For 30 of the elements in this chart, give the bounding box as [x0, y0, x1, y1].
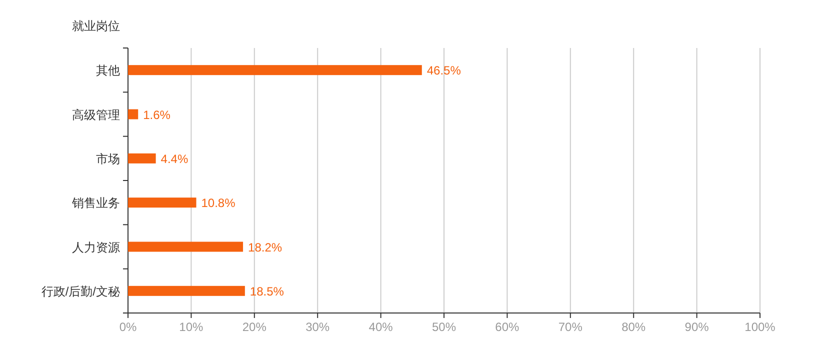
x-tick-label: 40%: [368, 320, 394, 334]
x-tick-label: 0%: [119, 320, 137, 334]
data-label: 1.6%: [143, 108, 171, 122]
x-tick-label: 80%: [622, 320, 646, 334]
y-axis-title: 就业岗位: [72, 19, 120, 33]
bar: [128, 242, 244, 252]
x-tick-label: 30%: [306, 320, 330, 334]
bar: [128, 153, 156, 164]
x-tick-label: 90%: [684, 320, 710, 334]
bar: [128, 286, 245, 296]
y-tick-label: 行政/后勤/文秘: [41, 284, 120, 298]
x-tick-label: 20%: [242, 320, 267, 334]
x-tick-label: 100%: [744, 320, 776, 334]
bar: [128, 65, 422, 76]
data-label: 10.8%: [201, 196, 236, 210]
x-tick-label: 50%: [432, 320, 456, 334]
y-tick-label: 其他: [96, 64, 120, 78]
data-label: 18.2%: [248, 240, 282, 254]
bar: [128, 109, 138, 120]
y-tick-label: 高级管理: [72, 108, 120, 122]
x-tick-label: 10%: [179, 320, 204, 334]
x-tick-label: 70%: [558, 320, 583, 334]
data-label: 4.4%: [160, 152, 188, 166]
bar: [128, 198, 196, 208]
data-label: 46.5%: [426, 64, 462, 78]
data-label: 18.5%: [250, 284, 284, 298]
x-tick-label: 60%: [495, 320, 520, 334]
y-tick-label: 人力资源: [72, 240, 120, 254]
y-tick-label: 销售业务: [71, 196, 120, 210]
y-tick-label: 市场: [96, 152, 120, 166]
